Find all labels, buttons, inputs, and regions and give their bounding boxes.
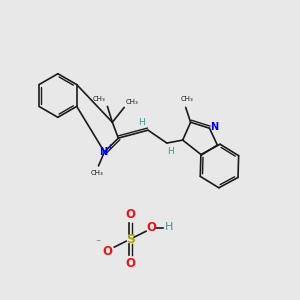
Text: CH₃: CH₃	[126, 99, 139, 105]
Text: N: N	[99, 147, 107, 157]
Text: CH₃: CH₃	[93, 97, 106, 103]
Text: CH₃: CH₃	[180, 97, 193, 103]
Text: O: O	[102, 244, 112, 258]
Text: O: O	[125, 257, 135, 270]
Text: CH₃: CH₃	[91, 170, 104, 176]
Text: H: H	[138, 118, 145, 127]
Text: +: +	[106, 142, 112, 152]
Text: H: H	[165, 222, 173, 232]
Text: ⁻: ⁻	[95, 238, 100, 248]
Text: H: H	[167, 148, 174, 157]
Text: N: N	[210, 122, 218, 132]
Text: O: O	[146, 221, 156, 234]
Text: O: O	[125, 208, 135, 221]
Text: S: S	[126, 233, 135, 246]
